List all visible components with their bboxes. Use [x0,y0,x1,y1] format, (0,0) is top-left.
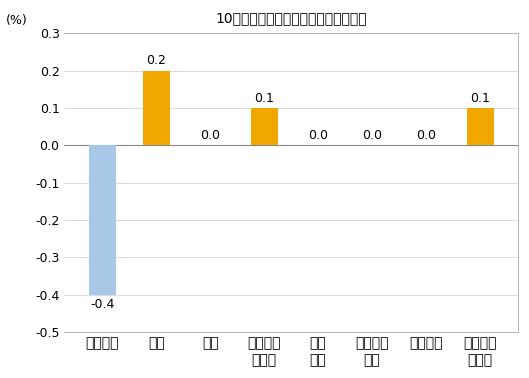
Bar [251,108,278,145]
Bar [89,145,116,294]
Title: 10月份居民消费价格分类别环比涨跌幅: 10月份居民消费价格分类别环比涨跌幅 [215,11,367,25]
Text: 0.0: 0.0 [200,129,220,142]
Text: -0.4: -0.4 [90,298,114,311]
Text: 0.1: 0.1 [254,91,274,104]
Bar [467,108,494,145]
Text: 0.2: 0.2 [146,54,166,67]
Bar [143,71,170,145]
Text: 0.0: 0.0 [362,129,382,142]
Text: (%): (%) [5,14,27,27]
Text: 0.0: 0.0 [308,129,328,142]
Text: 0.0: 0.0 [416,129,436,142]
Text: 0.1: 0.1 [470,91,490,104]
